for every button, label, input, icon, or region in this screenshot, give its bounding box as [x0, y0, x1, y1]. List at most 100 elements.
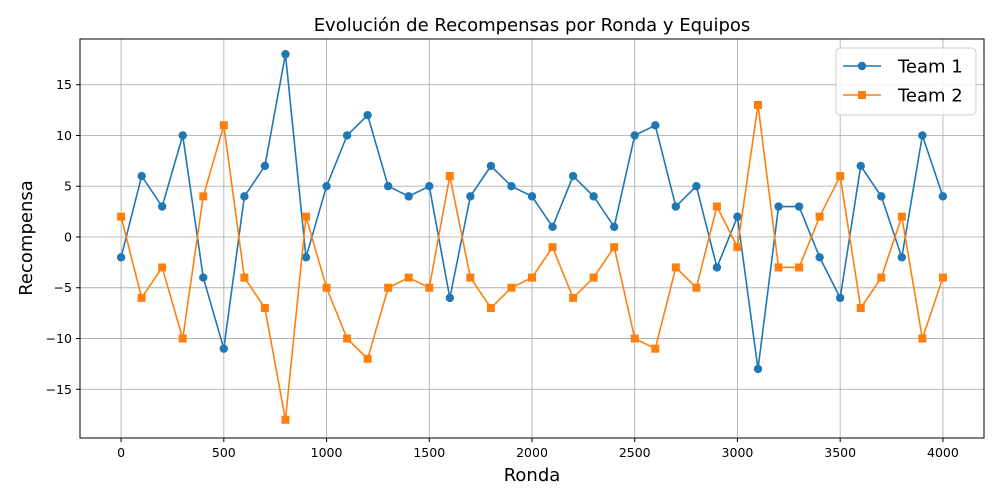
data-point	[240, 192, 249, 201]
data-point	[754, 100, 762, 109]
series-1	[116, 50, 948, 374]
data-point	[815, 253, 824, 262]
data-point	[404, 192, 413, 201]
x-tick-label: 2500	[619, 445, 651, 460]
data-point	[630, 131, 639, 140]
y-axis-ticks: −15 −10 −5 0 5 10 15	[46, 77, 80, 397]
data-point	[281, 50, 290, 59]
data-point	[774, 263, 783, 272]
y-tick-label: −10	[46, 331, 72, 346]
data-point	[116, 253, 126, 262]
data-point	[178, 334, 187, 343]
data-point	[137, 171, 146, 181]
data-point	[486, 161, 496, 171]
data-point	[630, 334, 639, 343]
legend-item: Team 1	[843, 57, 963, 78]
data-point	[219, 344, 229, 353]
x-tick-label: 4000	[927, 445, 959, 460]
data-point	[692, 182, 701, 191]
data-point	[425, 283, 434, 292]
data-point	[753, 364, 763, 374]
x-tick-label: 2000	[516, 445, 548, 460]
data-point	[363, 110, 372, 120]
data-point	[856, 161, 865, 171]
data-point	[178, 131, 187, 140]
data-point	[343, 334, 352, 343]
data-point	[548, 222, 557, 232]
data-point	[651, 344, 660, 353]
data-point	[938, 273, 947, 282]
data-point	[918, 334, 927, 343]
data-point	[158, 263, 167, 272]
data-point	[692, 283, 701, 292]
y-tick-label: 0	[64, 229, 72, 244]
grid	[80, 39, 984, 438]
y-tick-label: 15	[56, 77, 72, 92]
data-point	[733, 243, 742, 252]
legend: Team 1 Team 2	[835, 47, 977, 116]
data-point	[322, 283, 331, 292]
data-point	[568, 171, 578, 181]
data-point	[486, 304, 495, 313]
x-tick-label: 1500	[413, 445, 445, 460]
data-point	[877, 192, 886, 201]
data-point	[363, 354, 372, 363]
data-point	[445, 172, 454, 181]
y-tick-label: 10	[56, 128, 72, 143]
legend-label: Team 2	[897, 86, 963, 107]
data-point	[712, 202, 721, 211]
data-point	[384, 283, 393, 292]
data-point	[466, 192, 475, 201]
legend-marker	[857, 61, 867, 71]
data-point	[507, 283, 516, 292]
data-point	[835, 293, 845, 303]
data-point	[548, 243, 557, 252]
data-point	[404, 273, 413, 282]
data-point	[322, 182, 331, 191]
x-axis-ticks: 0 500 1000 1500 2000 2500 3000 3500 4000	[117, 438, 959, 460]
y-tick-label: 5	[64, 179, 72, 194]
legend-label: Team 1	[897, 57, 963, 78]
data-point	[445, 293, 455, 303]
data-point	[117, 212, 126, 221]
y-tick-label: −5	[54, 280, 72, 295]
data-point	[569, 293, 578, 302]
series-2	[117, 100, 947, 424]
data-point	[528, 273, 536, 282]
data-point	[589, 273, 598, 282]
data-point	[671, 202, 681, 211]
data-point	[671, 263, 680, 272]
data-point	[425, 182, 434, 191]
data-point	[219, 121, 228, 130]
data-point	[877, 273, 886, 282]
legend-item: Team 2	[843, 86, 963, 107]
data-point	[610, 243, 619, 252]
data-point	[342, 131, 352, 140]
data-point	[918, 131, 927, 140]
data-point	[774, 202, 783, 211]
data-point	[651, 121, 660, 130]
x-tick-label: 3500	[824, 445, 856, 460]
chart-title: Evolución de Recompensas por Ronda y Equ…	[314, 15, 751, 36]
data-point	[712, 263, 722, 272]
data-point	[199, 192, 208, 201]
data-point	[733, 212, 742, 221]
data-point	[281, 415, 290, 424]
data-point	[589, 192, 598, 201]
data-point	[897, 253, 907, 262]
legend-box	[835, 47, 977, 116]
x-axis-label: Ronda	[504, 465, 561, 486]
data-point	[383, 182, 393, 191]
data-point	[815, 212, 824, 221]
data-point	[856, 304, 865, 313]
data-point	[157, 202, 167, 211]
x-tick-label: 0	[117, 445, 125, 460]
x-tick-label: 500	[212, 445, 236, 460]
data-point	[507, 182, 516, 191]
data-point	[836, 172, 845, 181]
data-point	[260, 304, 269, 313]
legend-marker	[858, 91, 866, 99]
series-layer	[116, 50, 948, 424]
